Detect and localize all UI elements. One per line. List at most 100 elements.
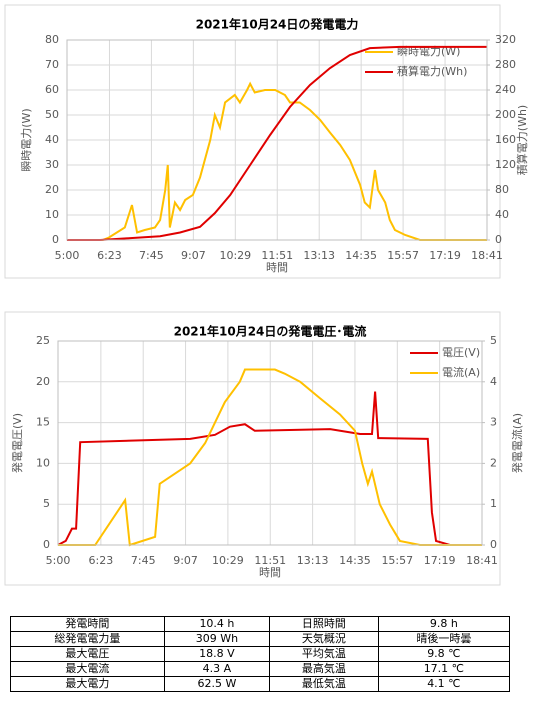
x-tick-label: 9:07	[173, 554, 198, 567]
x-tick-label: 10:29	[212, 554, 244, 567]
x-tick-label: 9:07	[181, 249, 206, 262]
y2-tick-label: 240	[495, 83, 516, 96]
x-tick-label: 10:29	[219, 249, 251, 262]
y2-tick-label: 80	[495, 183, 509, 196]
y2-tick-label: 120	[495, 158, 516, 171]
table-value: 18.8 V	[163, 646, 271, 662]
table-value: 62.5 W	[163, 676, 271, 692]
y-axis-label: 瞬時電力(W)	[20, 108, 33, 171]
legend-label: 瞬時電力(W)	[397, 45, 460, 58]
y-axis-label: 発電電圧(V)	[10, 413, 24, 473]
table-label: 最大電圧	[10, 646, 165, 662]
x-tick-label: 14:35	[345, 249, 377, 262]
table-value: 17.1 ℃	[377, 661, 511, 677]
y-tick-label: 20	[45, 183, 59, 196]
chart-frame	[4, 311, 501, 586]
y2-tick-label: 320	[495, 33, 516, 46]
x-tick-label: 5:00	[55, 249, 80, 262]
x-tick-label: 6:23	[97, 249, 122, 262]
chart-title: 2021年10月24日の発電電力	[196, 17, 359, 32]
x-axis-label: 時間	[266, 261, 288, 274]
x-tick-label: 18:41	[471, 249, 503, 262]
table-label: 最大電流	[10, 661, 165, 677]
table-value: 晴後一時曇	[377, 631, 511, 647]
table-row: 総発電電力量 309 Wh 天気概況 晴後一時曇	[10, 631, 511, 647]
table-row: 最大電圧 18.8 V 平均気温 9.8 ℃	[10, 646, 511, 662]
series-line	[67, 81, 487, 241]
table-row: 発電時間 10.4 h 日照時間 9.8 h	[10, 616, 511, 632]
y2-tick-label: 0	[495, 233, 502, 246]
table-label: 日照時間	[269, 616, 379, 632]
x-tick-label: 6:23	[89, 554, 114, 567]
x-tick-label: 18:41	[466, 554, 498, 567]
table-label: 最大電力	[10, 676, 165, 692]
y-tick-label: 40	[45, 133, 59, 146]
y2-tick-label: 0	[490, 538, 497, 551]
y-tick-label: 70	[45, 58, 59, 71]
chart-title: 2021年10月24日の発電電圧･電流	[174, 324, 367, 339]
y-tick-label: 60	[45, 83, 59, 96]
summary-table: 発電時間 10.4 h 日照時間 9.8 h 総発電電力量 309 Wh 天気概況 晴後一時曇…	[10, 616, 511, 692]
y-tick-label: 30	[45, 158, 59, 171]
series-line	[57, 391, 482, 546]
y-tick-label: 10	[45, 208, 59, 221]
x-tick-label: 17:19	[424, 554, 456, 567]
x-tick-label: 13:13	[297, 554, 329, 567]
y2-tick-label: 5	[490, 334, 497, 347]
charts: 2021年10月24日の発電電力010203040506070800408012…	[4, 4, 529, 586]
x-tick-label: 11:51	[254, 554, 286, 567]
table-label: 最低気温	[269, 676, 379, 692]
plot-frame	[57, 340, 483, 546]
series-line	[67, 45, 487, 241]
table-label: 最高気温	[269, 661, 379, 677]
legend-label: 電圧(V)	[442, 346, 480, 359]
y-tick-label: 15	[36, 416, 50, 429]
y-tick-label: 25	[36, 334, 50, 347]
x-tick-label: 13:13	[303, 249, 335, 262]
chart-frame	[4, 4, 501, 279]
table-value: 4.1 ℃	[377, 676, 511, 692]
x-tick-label: 17:19	[429, 249, 461, 262]
table-label: 天気概況	[269, 631, 379, 647]
table-label: 発電時間	[10, 616, 165, 632]
y-tick-label: 0	[43, 538, 50, 551]
y2-tick-label: 3	[490, 416, 497, 429]
y-tick-label: 10	[36, 456, 50, 469]
table-value: 10.4 h	[163, 616, 271, 632]
series-line	[58, 368, 482, 547]
x-tick-label: 14:35	[339, 554, 371, 567]
table-value: 9.8 h	[377, 616, 511, 632]
y-tick-label: 0	[52, 233, 59, 246]
table-label: 平均気温	[269, 646, 379, 662]
x-tick-label: 15:57	[387, 249, 419, 262]
plot-frame	[66, 39, 488, 241]
y2-tick-label: 280	[495, 58, 516, 71]
y2-tick-label: 40	[495, 208, 509, 221]
table-row: 最大電流 4.3 A 最高気温 17.1 ℃	[10, 661, 511, 677]
x-axis-label: 時間	[259, 566, 281, 579]
y-tick-label: 80	[45, 33, 59, 46]
x-tick-label: 15:57	[381, 554, 413, 567]
y2-tick-label: 160	[495, 133, 516, 146]
table-value: 4.3 A	[163, 661, 271, 677]
y-tick-label: 5	[43, 497, 50, 510]
legend-label: 積算電力(Wh)	[397, 64, 467, 78]
y2-tick-label: 200	[495, 108, 516, 121]
y-tick-label: 20	[36, 375, 50, 388]
x-tick-label: 11:51	[261, 249, 293, 262]
y-tick-label: 50	[45, 108, 59, 121]
y2-tick-label: 4	[490, 375, 497, 388]
y2-axis-label: 発電電流(A)	[510, 413, 524, 473]
table-label: 総発電電力量	[10, 631, 165, 647]
x-tick-label: 7:45	[139, 249, 164, 262]
x-tick-label: 5:00	[46, 554, 71, 567]
y2-axis-label: 積算電力(Wh)	[515, 105, 529, 175]
table-row: 最大電力 62.5 W 最低気温 4.1 ℃	[10, 676, 511, 692]
y2-tick-label: 2	[490, 456, 497, 469]
table-value: 9.8 ℃	[377, 646, 511, 662]
table-value: 309 Wh	[163, 631, 271, 647]
y2-tick-label: 1	[490, 497, 497, 510]
x-tick-label: 7:45	[131, 554, 156, 567]
legend-label: 電流(A)	[442, 365, 480, 379]
